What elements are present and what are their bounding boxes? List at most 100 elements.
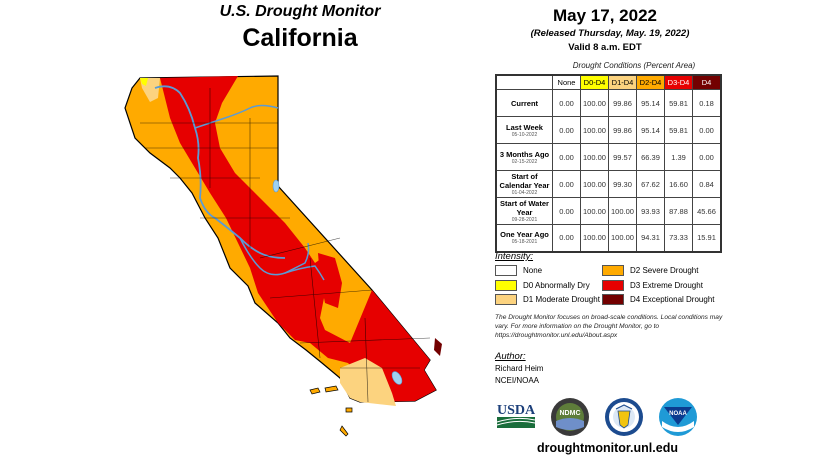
legend-label: D4 Exceptional Drought xyxy=(630,295,715,304)
column-header-none: None xyxy=(552,74,581,90)
state-title: California xyxy=(242,24,358,52)
cell-value: 99.30 xyxy=(608,170,637,198)
table-corner xyxy=(496,75,553,90)
legend-item-d0: D0 Abnormally Dry xyxy=(495,280,590,291)
map-d3-region xyxy=(160,76,436,402)
map-river-kings xyxy=(284,265,325,281)
cell-value: 0.00 xyxy=(692,116,722,144)
legend-label: D2 Severe Drought xyxy=(630,266,699,275)
drought-conditions-table: None D0-D4 D1-D4 D2-D4 D3-D4 D4 Current … xyxy=(495,74,722,253)
row-label: 3 Months Ago 02-15-2022 xyxy=(495,143,553,171)
cell-value: 100.00 xyxy=(608,197,637,225)
ndmc-logo: NDMC xyxy=(550,397,590,442)
cell-value: 15.91 xyxy=(692,224,722,252)
legend-swatch xyxy=(495,294,517,305)
cell-value: 0.00 xyxy=(552,116,581,144)
table-row: Last Week 05-10-2022 0.00 100.00 99.86 95… xyxy=(495,116,722,144)
cell-value: 99.86 xyxy=(608,116,637,144)
cell-value: 100.00 xyxy=(580,224,609,252)
cell-value: 1.39 xyxy=(664,143,693,171)
cell-value: 73.33 xyxy=(664,224,693,252)
legend-item-d1: D1 Moderate Drought xyxy=(495,294,600,305)
column-header-d3-d4: D3-D4 xyxy=(664,74,693,90)
cell-value: 95.14 xyxy=(636,89,665,117)
row-label: Last Week 05-10-2022 xyxy=(495,116,553,144)
map-d0-north xyxy=(140,78,148,86)
cell-value: 0.00 xyxy=(692,143,722,171)
release-date: (Released Thursday, May. 19, 2022) xyxy=(530,28,690,39)
column-header-d0-d4: D0-D4 xyxy=(580,74,609,90)
legend-label: D0 Abnormally Dry xyxy=(523,281,590,290)
cell-value: 16.60 xyxy=(664,170,693,198)
map-d4-region xyxy=(434,338,442,356)
legend-label: None xyxy=(523,266,543,275)
cell-value: 0.84 xyxy=(692,170,722,198)
table-header-row: None D0-D4 D1-D4 D2-D4 D3-D4 D4 xyxy=(496,74,722,90)
cell-value: 95.14 xyxy=(636,116,665,144)
legend-title: Intensity: xyxy=(495,251,534,262)
author-organization: NCEI/NOAA xyxy=(495,376,540,385)
svg-text:NOAA: NOAA xyxy=(669,411,687,417)
california-drought-map xyxy=(124,75,442,437)
legend-swatch xyxy=(602,265,624,276)
cell-value: 94.31 xyxy=(636,224,665,252)
disclaimer-note: The Drought Monitor focuses on broad-sca… xyxy=(495,314,723,339)
table-row: Current 0.00 100.00 99.86 95.14 59.81 0.… xyxy=(495,89,722,117)
row-label: Start of Calendar Year 01-04-2022 xyxy=(495,170,553,198)
map-date: May 17, 2022 xyxy=(553,6,657,25)
svg-text:NDMC: NDMC xyxy=(560,410,581,417)
website-link[interactable]: droughtmonitor.unl.edu xyxy=(537,441,678,455)
map-salton-sea xyxy=(391,371,403,385)
cell-value: 99.86 xyxy=(608,89,637,117)
author-heading: Author: xyxy=(495,351,526,362)
row-label: One Year Ago 05-18-2021 xyxy=(495,224,553,252)
column-header-d2-d4: D2-D4 xyxy=(636,74,665,90)
table-row: Start of Calendar Year 01-04-2022 0.00 10… xyxy=(495,170,722,198)
legend-swatch xyxy=(495,280,517,291)
legend-swatch xyxy=(495,265,517,276)
cell-value: 0.18 xyxy=(692,89,722,117)
row-date: 05-10-2022 xyxy=(511,131,538,138)
row-label: Start of Water Year 09-28-2021 xyxy=(495,197,553,225)
cell-value: 0.00 xyxy=(552,170,581,198)
cell-value: 66.39 xyxy=(636,143,665,171)
svg-text:USDA: USDA xyxy=(497,403,536,418)
legend-item-d3: D3 Extreme Drought xyxy=(602,280,703,291)
cell-value: 93.93 xyxy=(636,197,665,225)
column-header-d1-d4: D1-D4 xyxy=(608,74,637,90)
author-name: Richard Heim xyxy=(495,364,544,373)
table-row: 3 Months Ago 02-15-2022 0.00 100.00 99.57… xyxy=(495,143,722,171)
cell-value: 100.00 xyxy=(580,116,609,144)
map-lake-tahoe xyxy=(272,179,280,193)
row-label: Current xyxy=(495,89,553,117)
map-channel-islands xyxy=(309,385,353,437)
legend-label: D1 Moderate Drought xyxy=(523,295,600,304)
row-date: 02-15-2022 xyxy=(511,158,538,165)
cell-value: 0.00 xyxy=(552,89,581,117)
map-d1-region xyxy=(340,358,396,406)
cell-value: 59.81 xyxy=(664,116,693,144)
cell-value: 67.62 xyxy=(636,170,665,198)
row-date: 05-18-2021 xyxy=(511,239,538,246)
cell-value: 100.00 xyxy=(580,143,609,171)
column-header-d4: D4 xyxy=(692,74,722,90)
table-row: One Year Ago 05-18-2021 0.00 100.00 100.0… xyxy=(495,224,722,252)
legend-label: D3 Extreme Drought xyxy=(630,281,703,290)
drought-monitor-title: U.S. Drought Monitor xyxy=(219,3,381,20)
valid-time: Valid 8 a.m. EDT xyxy=(568,42,642,53)
cell-value: 87.88 xyxy=(664,197,693,225)
legend-item-none: None xyxy=(495,265,542,276)
cell-value: 100.00 xyxy=(608,224,637,252)
map-county-lines xyxy=(140,88,431,403)
row-date: 09-28-2021 xyxy=(511,217,538,223)
commerce-logo xyxy=(604,397,644,442)
cell-value: 0.00 xyxy=(552,197,581,225)
cell-value: 100.00 xyxy=(580,170,609,198)
noaa-logo: NOAA xyxy=(658,397,698,442)
legend-item-d4: D4 Exceptional Drought xyxy=(602,294,715,305)
cell-value: 100.00 xyxy=(580,89,609,117)
cell-value: 0.00 xyxy=(552,143,581,171)
map-river-sacramento xyxy=(154,85,286,259)
row-date: 01-04-2022 xyxy=(511,190,538,196)
cell-value: 0.00 xyxy=(552,224,581,252)
